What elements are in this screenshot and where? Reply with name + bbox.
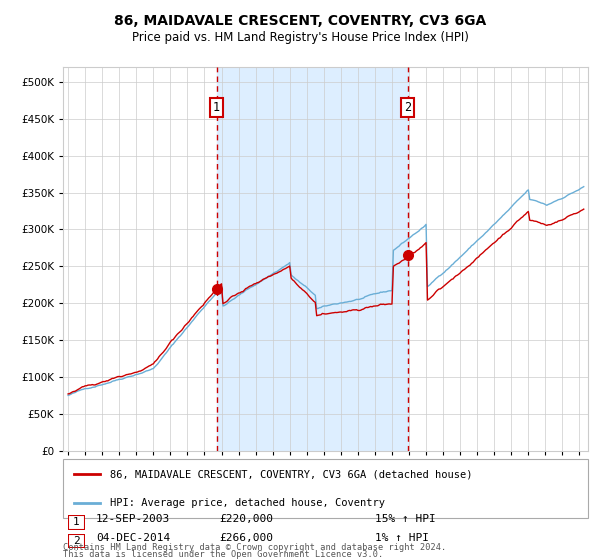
Bar: [217, 67, 407, 451]
Text: 1: 1: [73, 517, 80, 528]
Text: Contains HM Land Registry data © Crown copyright and database right 2024.: Contains HM Land Registry data © Crown c…: [63, 543, 446, 552]
Text: 86, MAIDAVALE CRESCENT, COVENTRY, CV3 6GA: 86, MAIDAVALE CRESCENT, COVENTRY, CV3 6G…: [114, 14, 486, 28]
Text: 04-DEC-2014: 04-DEC-2014: [96, 533, 170, 543]
Text: This data is licensed under the Open Government Licence v3.0.: This data is licensed under the Open Gov…: [63, 550, 383, 559]
Text: Price paid vs. HM Land Registry's House Price Index (HPI): Price paid vs. HM Land Registry's House …: [131, 31, 469, 44]
Text: 2: 2: [404, 101, 411, 114]
Text: 12-SEP-2003: 12-SEP-2003: [96, 515, 170, 525]
Text: 86, MAIDAVALE CRESCENT, COVENTRY, CV3 6GA (detached house): 86, MAIDAVALE CRESCENT, COVENTRY, CV3 6G…: [110, 469, 473, 479]
Text: £266,000: £266,000: [219, 533, 273, 543]
Text: 1% ↑ HPI: 1% ↑ HPI: [375, 533, 429, 543]
Text: HPI: Average price, detached house, Coventry: HPI: Average price, detached house, Cove…: [110, 498, 385, 508]
Text: 2: 2: [73, 536, 80, 546]
FancyBboxPatch shape: [68, 515, 85, 530]
FancyBboxPatch shape: [63, 459, 588, 518]
Text: 1: 1: [213, 101, 220, 114]
FancyBboxPatch shape: [68, 534, 85, 548]
Text: £220,000: £220,000: [219, 515, 273, 525]
Text: 15% ↑ HPI: 15% ↑ HPI: [375, 515, 436, 525]
